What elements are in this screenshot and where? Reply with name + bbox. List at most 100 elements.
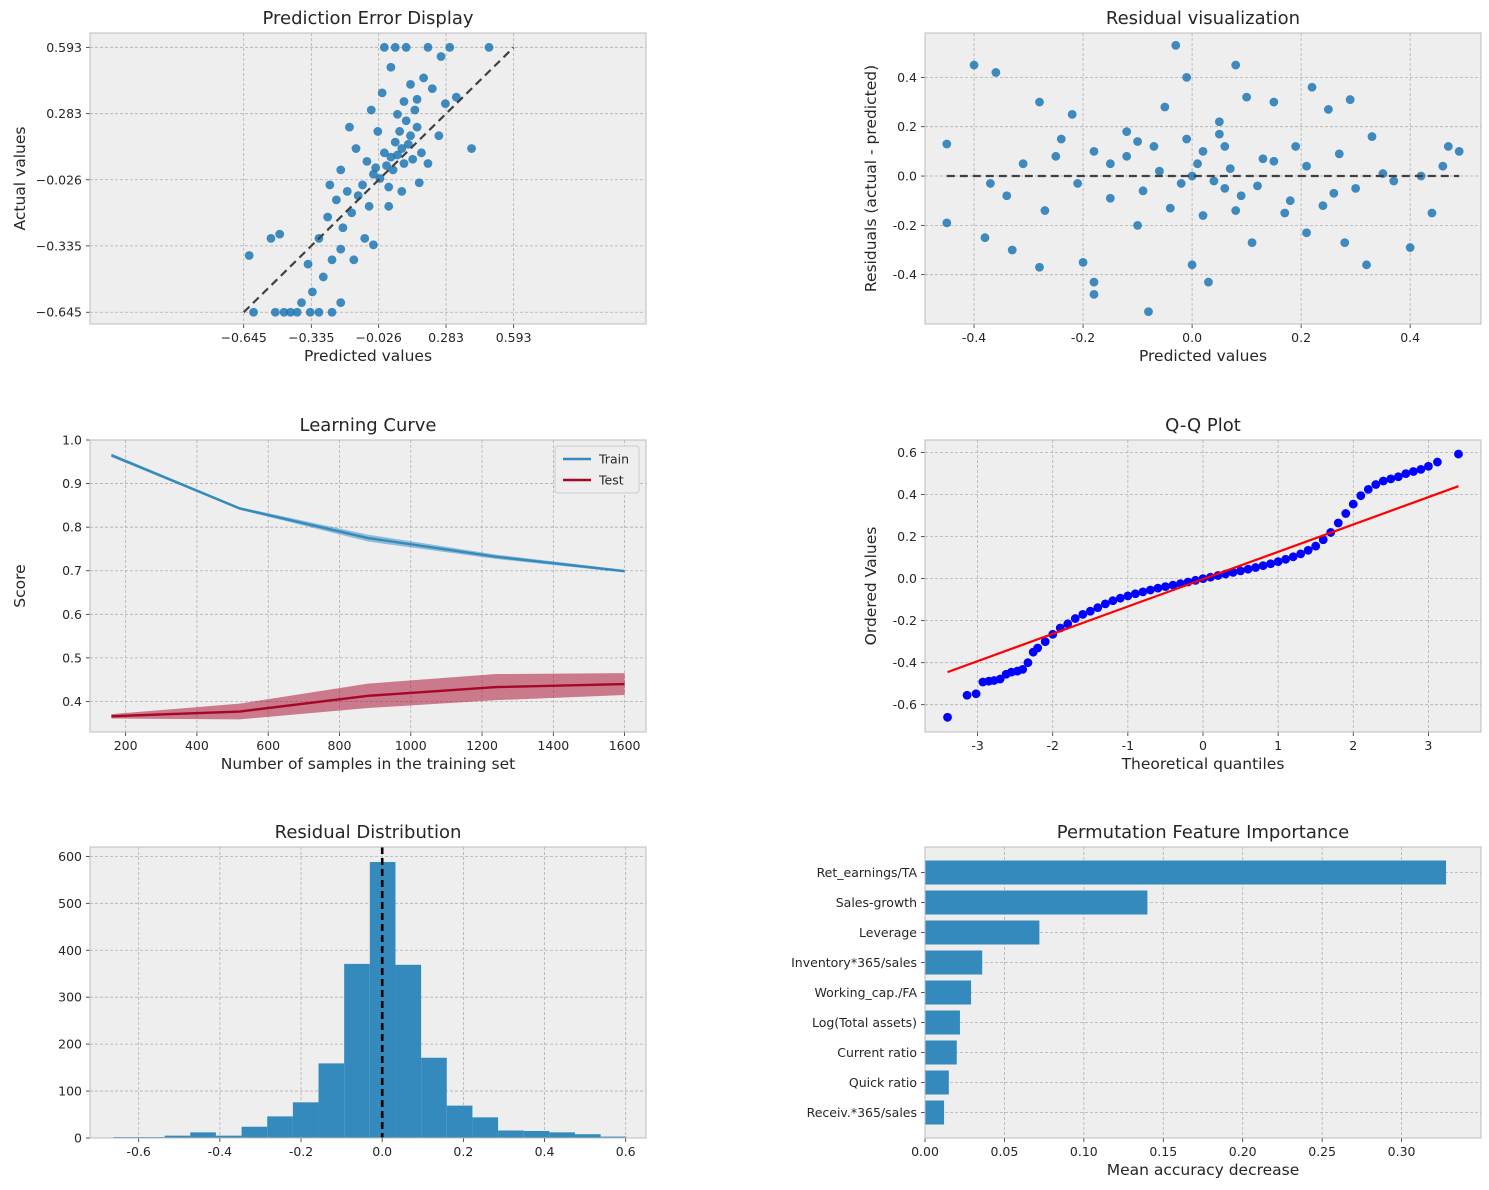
qq-point <box>1093 603 1103 613</box>
y-tick-label: 300 <box>58 990 82 1005</box>
scatter-point <box>427 84 437 94</box>
x-tick-label: 1000 <box>395 738 427 753</box>
scatter-point <box>308 287 317 297</box>
histogram-bar <box>292 1102 319 1138</box>
y-axis-label: Residuals (actual - predicted) <box>862 65 880 292</box>
scatter-point <box>1182 72 1192 82</box>
qq-point <box>1311 541 1321 551</box>
x-tick-label: -0.2 <box>1071 330 1095 345</box>
scatter-point <box>395 127 405 136</box>
scatter-point <box>410 105 420 115</box>
qq-point <box>1266 559 1276 569</box>
scatter-point <box>336 244 346 254</box>
y-tick-label: 0.593 <box>46 40 82 55</box>
x-axis-label: Number of samples in the training set <box>221 755 516 773</box>
scatter-point <box>1220 142 1230 151</box>
scatter-point <box>331 195 341 205</box>
scatter-point <box>1105 159 1115 169</box>
scatter-point <box>1133 137 1142 146</box>
feature-label: Inventory*365/sales <box>791 955 917 970</box>
ideal-reference-line <box>242 46 515 314</box>
histogram-bar <box>215 1135 242 1138</box>
y-tick-label: −0.026 <box>36 172 82 187</box>
chart-title: Prediction Error Display <box>262 8 473 29</box>
scatter-point <box>360 234 370 243</box>
feature-label: Log(Total assets) <box>812 1015 917 1030</box>
legend: Train Test <box>554 445 640 494</box>
scatter-point <box>358 180 367 190</box>
scatter-point <box>1198 146 1208 156</box>
qq-point <box>971 689 981 699</box>
scatter-point <box>1438 161 1448 171</box>
x-tick-label: 0.2 <box>1291 330 1311 345</box>
scatter-point <box>364 201 374 211</box>
legend-label-test: Test <box>598 473 624 488</box>
scatter-point <box>325 180 335 190</box>
x-tick-label: 0.20 <box>1229 1144 1257 1159</box>
qq-point <box>1138 587 1148 597</box>
histogram-bar <box>600 1136 627 1138</box>
axes-4: Residual Distribution -0.6 -0.4 -0.2 0.0 0.2 0… <box>58 822 647 1159</box>
scatter-point <box>244 251 254 260</box>
y-tick-label: -0.2 <box>893 613 917 628</box>
feature-label: Working_cap./FA <box>815 985 918 1000</box>
scatter-point <box>1133 220 1142 230</box>
scatter-point <box>1018 159 1028 169</box>
scatter-point <box>1220 183 1230 193</box>
y-tick-label: 0.6 <box>62 607 82 622</box>
scatter-point <box>1236 191 1246 201</box>
scatter-point <box>451 92 461 102</box>
x-tick-label: -0.4 <box>208 1144 232 1159</box>
scatter-point <box>1035 262 1044 272</box>
qq-point <box>1393 472 1403 482</box>
scatter-point <box>314 307 324 317</box>
scatter-point <box>336 298 346 308</box>
scatter-point <box>1345 95 1355 104</box>
scatter-point <box>369 169 378 179</box>
qq-point <box>1130 589 1140 599</box>
qq-point <box>1341 509 1351 518</box>
scatter-point <box>1144 307 1153 317</box>
scatter-point <box>1351 183 1361 193</box>
scatter-point <box>408 154 418 164</box>
histogram-bar <box>549 1132 576 1138</box>
qq-point <box>1433 457 1442 467</box>
x-tick-label: -0.2 <box>289 1144 313 1159</box>
y-tick-label: 0.2 <box>897 119 917 134</box>
y-tick-label: 0 <box>74 1131 82 1146</box>
qq-point <box>1348 499 1358 509</box>
scatter-point <box>390 137 400 147</box>
axes-frame <box>89 439 647 733</box>
series-line-train <box>110 454 625 573</box>
qq-point <box>1100 599 1110 609</box>
histogram-bar <box>575 1134 601 1138</box>
scatter-point <box>388 165 398 175</box>
scatter-point <box>377 88 387 98</box>
qq-point <box>1333 518 1343 528</box>
qq-point <box>1356 491 1366 501</box>
scatter-point <box>366 105 376 115</box>
scatter-point <box>384 201 394 211</box>
scatter-point <box>393 109 402 119</box>
scatter-point <box>1231 206 1241 215</box>
feature-label: Ret_earnings/TA <box>817 865 918 880</box>
scatter-point <box>382 161 391 171</box>
qq-point <box>1318 535 1328 545</box>
scatter-point <box>1051 151 1061 161</box>
scatter-point <box>1149 142 1159 151</box>
scatter-point <box>1318 201 1328 211</box>
scatter-point <box>441 99 450 109</box>
scatter-point <box>942 139 952 149</box>
scatter-point <box>351 144 361 153</box>
scatter-point <box>347 208 357 218</box>
scatter-point <box>266 234 276 243</box>
scatter-point <box>1454 146 1464 156</box>
qq-point <box>1281 554 1291 564</box>
scatter-point <box>384 182 394 192</box>
x-tick-label: 0.0 <box>1182 330 1202 345</box>
x-tick-label: 0.10 <box>1070 1144 1098 1159</box>
x-tick-label: 0.30 <box>1388 1144 1416 1159</box>
x-tick-label: 0.15 <box>1149 1144 1177 1159</box>
scatter-point <box>1323 105 1333 114</box>
